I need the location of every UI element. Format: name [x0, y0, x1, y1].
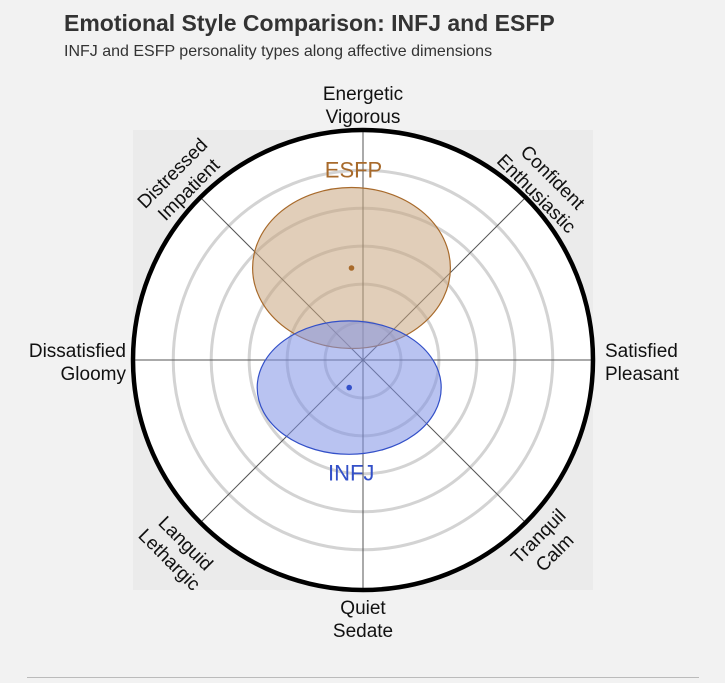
axis-label-right-line1: Satisfied — [605, 341, 678, 362]
footer-divider — [27, 677, 699, 678]
axis-label-bottom-line2: Sedate — [333, 621, 393, 642]
chart-subtitle: INFJ and ESFP personality types along af… — [64, 43, 493, 60]
axis-label-top-line2: Vigorous — [326, 107, 401, 128]
infj-center-point — [346, 384, 353, 391]
outer-ring — [130, 127, 596, 593]
axis-label-left-line1: Dissatisfied — [29, 341, 126, 362]
axis-label-right-line2: Pleasant — [605, 364, 680, 385]
chart-title: Emotional Style Comparison: INFJ and ESF… — [64, 10, 555, 36]
esfp-series-label: ESFP — [325, 158, 382, 183]
axis-label-bottom-line1: Quiet — [340, 598, 386, 619]
infj-series-label: INFJ — [328, 460, 374, 485]
axis-label-top-line1: Energetic — [323, 84, 403, 105]
esfp-center-point — [348, 265, 355, 271]
axis-label-left-line2: Gloomy — [61, 364, 127, 385]
